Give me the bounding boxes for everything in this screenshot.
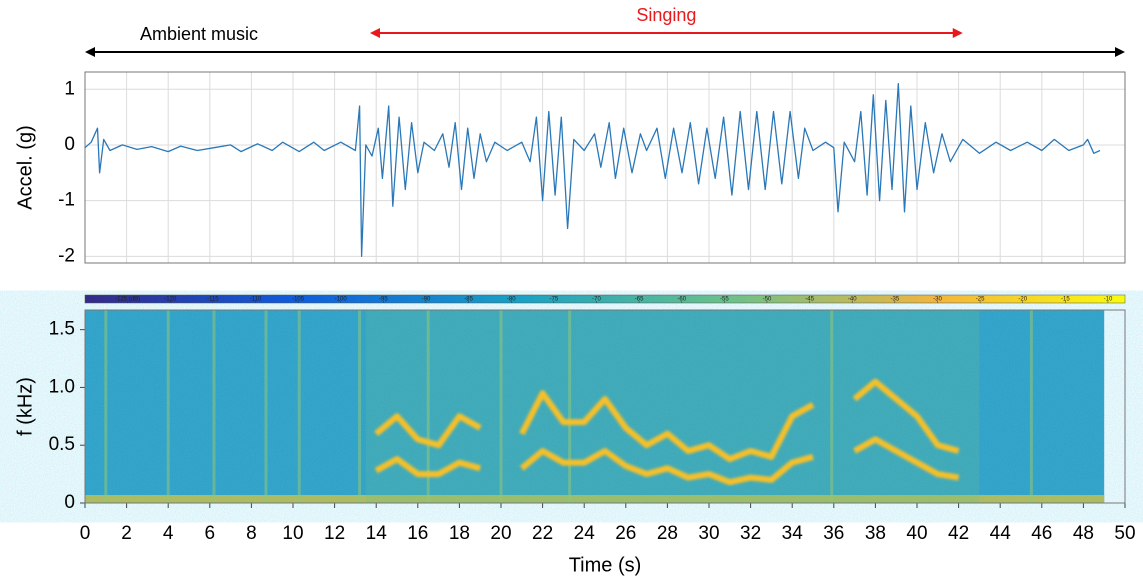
x-tick-label: 16 [407, 523, 428, 544]
x-axis-label: Time (s) [569, 554, 642, 576]
colorbar-tick-label: -25 [976, 297, 985, 303]
x-tick-label: 50 [1114, 523, 1135, 544]
transient-stripe [358, 310, 362, 503]
y-tick-label: 1 [64, 78, 75, 99]
annotation-label: Ambient music [140, 24, 258, 44]
y-tick-label: 1.5 [49, 319, 75, 340]
transient-stripe [1029, 310, 1033, 503]
y-tick-label: -2 [58, 245, 75, 266]
x-tick-label: 2 [121, 523, 132, 544]
x-tick-label: 38 [865, 523, 886, 544]
transient-stripe [212, 310, 216, 503]
colorbar-tick-label: -90 [422, 297, 431, 303]
x-tick-label: 8 [246, 523, 257, 544]
x-tick-label: 46 [1031, 523, 1052, 544]
colorbar-tick-label: -100 [335, 297, 348, 303]
harmonic-contour [374, 436, 960, 486]
x-tick-label: 22 [532, 523, 553, 544]
arrow-head [1115, 47, 1125, 57]
transient-stripe [104, 310, 108, 503]
x-tick-label: 14 [366, 523, 388, 544]
transient-stripe [830, 310, 834, 503]
colorbar-tick-label: -45 [805, 297, 814, 303]
annotation-label: Singing [636, 5, 696, 25]
colorbar-tick-label: -95 [379, 297, 388, 303]
y-axis-label: f (kHz) [14, 377, 36, 436]
y-tick-label: 0 [64, 492, 75, 513]
colorbar-tick-label: -15 [1061, 297, 1070, 303]
colorbar-tick-label: -35 [891, 297, 900, 303]
y-axis-label: Accel. (g) [14, 125, 36, 209]
x-tick-label: 6 [205, 523, 216, 544]
low-frequency-band [85, 495, 1105, 503]
x-tick-label: 40 [906, 523, 927, 544]
arrow-head [952, 28, 963, 38]
colorbar-tick-label: -125 (dB) [115, 297, 140, 303]
transient-stripe [568, 310, 572, 503]
x-tick-label: 24 [574, 523, 596, 544]
accel-panel: -2 -1 0 1 Ambient music Singing Accel. (g) [14, 5, 1126, 266]
spectrogram-panel: -125 (dB) -120 -115 -110 -105 -100 -95 -90 -85 -8… [14, 294, 1136, 576]
x-tick-label: 44 [990, 523, 1012, 544]
colorbar-tick-label: -120 [164, 297, 177, 303]
colorbar-tick-label: -20 [1018, 297, 1027, 303]
singing-energy [365, 310, 980, 503]
x-tick-label: 32 [740, 523, 761, 544]
colorbar-tick-label: -65 [635, 297, 644, 303]
x-tick-label: 42 [948, 523, 969, 544]
x-tick-label: 30 [698, 523, 719, 544]
colorbar-tick-label: -80 [507, 297, 516, 303]
x-tick-label: 12 [324, 523, 345, 544]
plot-area [85, 72, 1125, 263]
x-tick-label: 0 [80, 523, 91, 544]
colorbar-tick-label: -40 [848, 297, 857, 303]
transient-stripe [264, 310, 268, 503]
x-tick-label: 28 [657, 523, 678, 544]
x-tick-label: 10 [282, 523, 303, 544]
x-tick-label: 48 [1073, 523, 1094, 544]
colorbar-tick-label: -85 [464, 297, 473, 303]
colorbar-tick-label: -10 [1104, 297, 1113, 303]
colorbar-tick-label: -50 [763, 297, 772, 303]
transient-stripe [499, 310, 503, 503]
colorbar-tick-label: -70 [592, 297, 601, 303]
x-tick-label: 36 [823, 523, 844, 544]
waveform [84, 83, 1101, 257]
y-tick-label: -1 [58, 190, 75, 211]
colorbar-tick-label: -55 [720, 297, 729, 303]
colorbar-tick-label: -115 [207, 297, 219, 303]
y-tick-label: 0 [64, 134, 75, 155]
plot-frame [84, 71, 1126, 264]
transient-stripe [166, 310, 170, 503]
y-tick-label: 1.0 [49, 376, 75, 397]
arrow-head [85, 47, 95, 57]
harmonic-contour [374, 378, 960, 463]
transient-stripe [297, 310, 301, 503]
arrow-head [369, 28, 380, 38]
x-tick-label: 26 [615, 523, 636, 544]
x-tick-label: 34 [782, 523, 804, 544]
colorbar-tick-label: -105 [292, 297, 305, 303]
colorbar-tick-label: -60 [677, 297, 686, 303]
transient-stripe [426, 310, 430, 503]
colorbar [84, 294, 1126, 304]
x-tick-label: 4 [163, 523, 174, 544]
x-tick-label: 20 [490, 523, 511, 544]
colorbar-tick-label: -75 [550, 297, 559, 303]
x-tick-label: 18 [449, 523, 470, 544]
colorbar-tick-label: -110 [250, 297, 262, 303]
y-tick-label: 0.5 [49, 434, 75, 455]
colorbar-tick-label: -30 [933, 297, 942, 303]
plot-frame [84, 309, 1126, 504]
